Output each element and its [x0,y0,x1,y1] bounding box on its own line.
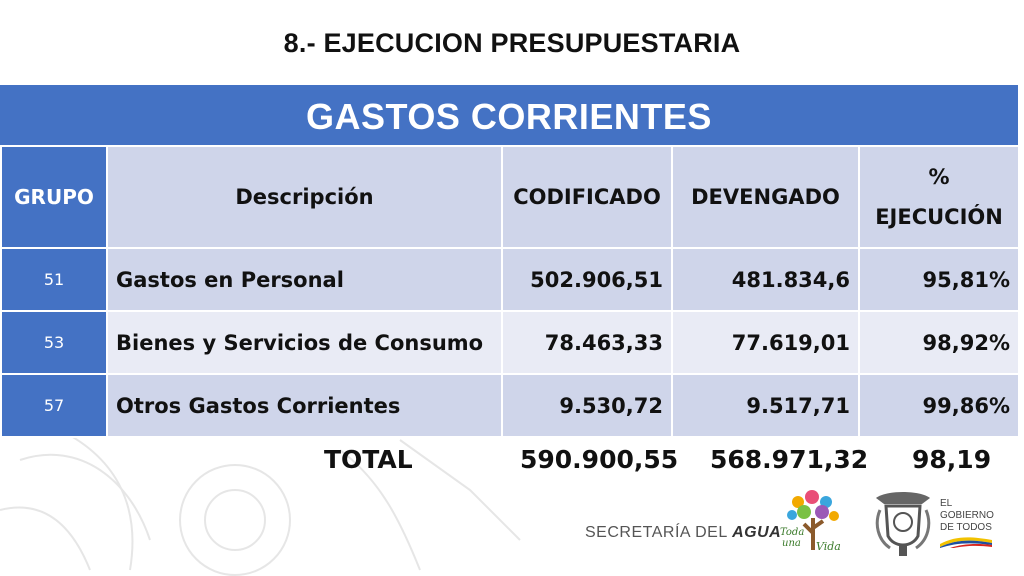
total-devengado: 568.971,32 [710,445,868,474]
row-ejecucion: 95,81% [858,247,1020,312]
col-header-devengado: DEVENGADO [671,145,860,249]
row-descripcion: Bienes y Servicios de Consumo [106,310,503,375]
logo-text-una: una [782,538,801,549]
table-header-row: GRUPO Descripción CODIFICADO DEVENGADO %… [0,145,1020,249]
gobierno-de-todos-logo: EL GOBIERNO DE TODOS [940,498,994,534]
budget-table: GASTOS CORRIENTES GRUPO Descripción CODI… [0,85,1020,438]
row-grupo: 51 [0,247,108,312]
row-codificado: 9.530,72 [501,373,673,438]
total-codificado-int: 590.900, [520,445,644,474]
total-codificado-dec: 55 [643,445,679,474]
row-descripcion: Gastos en Personal [106,247,503,312]
toda-una-vida-logo: Toda una Vida [780,490,841,553]
table-row: 57 Otros Gastos Corrientes 9.530,72 9.51… [0,373,1020,438]
total-devengado-dec: 32 [833,445,869,474]
table-row: 53 Bienes y Servicios de Consumo 78.463,… [0,310,1020,375]
secretaria-agua-logo: SECRETARÍA DEL AGUA [585,524,781,542]
row-codificado: 502.906,51 [501,247,673,312]
gobierno-line1: EL [940,498,953,509]
col-header-ejecucion: % EJECUCIÓN [858,145,1020,249]
ejecucion-symbol: % [928,165,950,189]
total-devengado-int: 568.971, [710,445,834,474]
total-row: TOTAL 590.900,55 568.971,32 98,19 [0,445,1024,485]
flag-stripe-icon [940,537,992,548]
total-ejecucion-dec: 19 [956,445,992,474]
total-ejecucion-int: 98, [912,445,957,474]
logo-text-vida: Vida [816,540,841,553]
secretaria-prefix: SECRETARÍA DEL [585,524,728,541]
ecuador-coat-of-arms-icon [875,492,931,556]
gobierno-line3: DE TODOS [940,522,992,533]
row-devengado: 481.834,6 [671,247,860,312]
row-devengado: 9.517,71 [671,373,860,438]
table-row: 51 Gastos en Personal 502.906,51 481.834… [0,247,1020,312]
row-grupo: 53 [0,310,108,375]
slide-title: 8.- EJECUCION PRESUPUESTARIA [283,28,741,58]
ejecucion-label: EJECUCIÓN [875,205,1003,229]
col-header-codificado: CODIFICADO [501,145,673,249]
sun-emblem-watermark [0,429,521,576]
gobierno-line2: GOBIERNO [940,510,994,521]
total-ejecucion: 98,19 [912,445,991,474]
row-ejecucion: 98,92% [858,310,1020,375]
table-banner: GASTOS CORRIENTES [0,85,1018,145]
row-grupo: 57 [0,373,108,438]
secretaria-emph: AGUA [732,524,782,541]
logo-text-toda: Toda [780,527,804,538]
row-descripcion: Otros Gastos Corrientes [106,373,503,438]
row-devengado: 77.619,01 [671,310,860,375]
col-header-descripcion: Descripción [106,145,503,249]
gastos-table: GRUPO Descripción CODIFICADO DEVENGADO %… [0,145,1020,438]
row-ejecucion: 99,86% [858,373,1020,438]
total-label: TOTAL [324,445,413,474]
row-codificado: 78.463,33 [501,310,673,375]
col-header-grupo: GRUPO [0,145,108,249]
total-codificado: 590.900,55 [520,445,678,474]
